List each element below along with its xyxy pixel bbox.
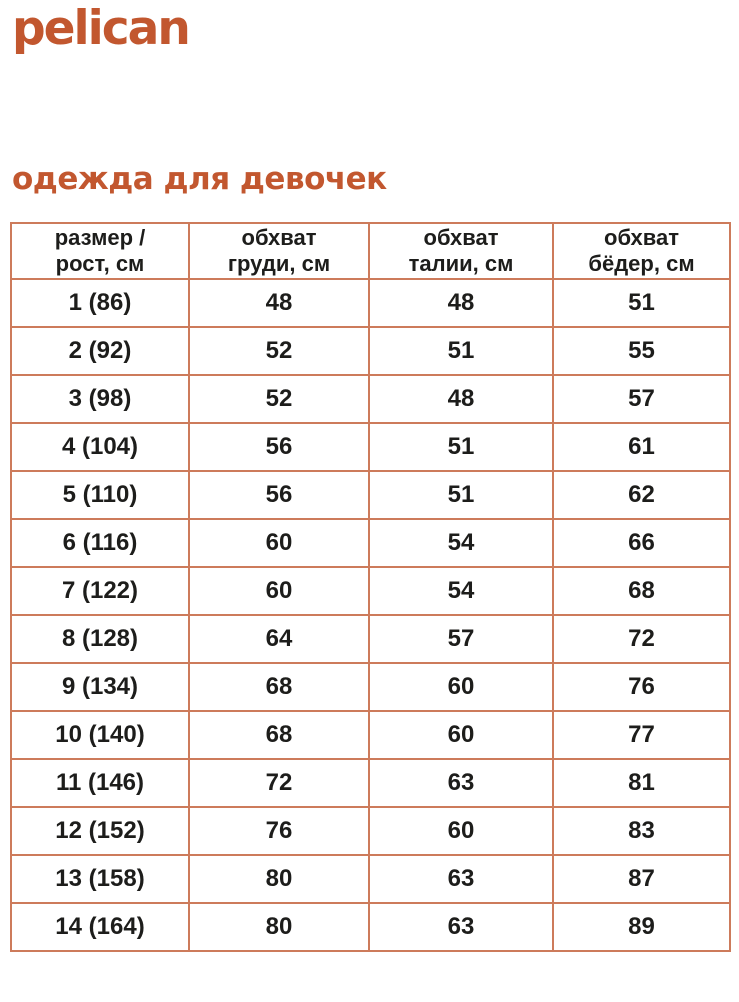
hips-cell: 55 [552,326,731,377]
size-cell: 6 (116) [10,518,190,569]
table-row: 2 (92) 52 51 55 [10,326,731,377]
waist-cell: 54 [368,566,554,617]
size-cell: 8 (128) [10,614,190,665]
brand-logo: pelican [12,1,191,56]
column-header-waist: обхват талии, см [368,222,554,281]
hips-cell: 61 [552,422,731,473]
chest-cell: 76 [188,806,370,857]
chest-cell: 56 [188,422,370,473]
size-cell: 9 (134) [10,662,190,713]
table-row: 9 (134) 68 60 76 [10,662,731,713]
waist-cell: 60 [368,806,554,857]
waist-cell: 48 [368,278,554,329]
chest-cell: 68 [188,710,370,761]
size-cell: 13 (158) [10,854,190,905]
table-row: 5 (110) 56 51 62 [10,470,731,521]
waist-cell: 57 [368,614,554,665]
table-row: 4 (104) 56 51 61 [10,422,731,473]
chest-cell: 52 [188,326,370,377]
chest-cell: 80 [188,854,370,905]
chest-cell: 80 [188,902,370,953]
waist-cell: 63 [368,854,554,905]
chest-cell: 64 [188,614,370,665]
table-row: 10 (140) 68 60 77 [10,710,731,761]
header-row: размер / рост, см обхват груди, см обхва… [10,222,731,281]
size-cell: 2 (92) [10,326,190,377]
table-row: 7 (122) 60 54 68 [10,566,731,617]
size-cell: 3 (98) [10,374,190,425]
waist-cell: 60 [368,710,554,761]
size-cell: 5 (110) [10,470,190,521]
page-title: одежда для девочек [12,161,387,198]
waist-cell: 63 [368,758,554,809]
table-row: 14 (164) 80 63 89 [10,902,731,953]
chest-cell: 56 [188,470,370,521]
table-row: 6 (116) 60 54 66 [10,518,731,569]
hips-cell: 51 [552,278,731,329]
size-cell: 4 (104) [10,422,190,473]
table-header: размер / рост, см обхват груди, см обхва… [10,222,731,281]
size-cell: 10 (140) [10,710,190,761]
chest-cell: 72 [188,758,370,809]
waist-cell: 51 [368,326,554,377]
hips-cell: 87 [552,854,731,905]
table-row: 8 (128) 64 57 72 [10,614,731,665]
hips-cell: 76 [552,662,731,713]
column-header-hips: обхват бёдер, см [552,222,731,281]
chest-cell: 48 [188,278,370,329]
chest-cell: 52 [188,374,370,425]
hips-cell: 68 [552,566,731,617]
hips-cell: 89 [552,902,731,953]
size-cell: 12 (152) [10,806,190,857]
chest-cell: 60 [188,566,370,617]
waist-cell: 54 [368,518,554,569]
table-row: 13 (158) 80 63 87 [10,854,731,905]
chest-cell: 68 [188,662,370,713]
table-row: 12 (152) 76 60 83 [10,806,731,857]
size-chart-table: размер / рост, см обхват груди, см обхва… [10,222,731,953]
table-row: 3 (98) 52 48 57 [10,374,731,425]
waist-cell: 51 [368,422,554,473]
hips-cell: 72 [552,614,731,665]
chest-cell: 60 [188,518,370,569]
hips-cell: 57 [552,374,731,425]
waist-cell: 60 [368,662,554,713]
column-header-chest: обхват груди, см [188,222,370,281]
hips-cell: 77 [552,710,731,761]
table-row: 11 (146) 72 63 81 [10,758,731,809]
hips-cell: 66 [552,518,731,569]
hips-cell: 81 [552,758,731,809]
size-cell: 7 (122) [10,566,190,617]
waist-cell: 63 [368,902,554,953]
hips-cell: 83 [552,806,731,857]
column-header-size: размер / рост, см [10,222,190,281]
size-cell: 14 (164) [10,902,190,953]
size-cell: 1 (86) [10,278,190,329]
table-row: 1 (86) 48 48 51 [10,278,731,329]
size-cell: 11 (146) [10,758,190,809]
table-body: 1 (86) 48 48 51 2 (92) 52 51 55 3 (98) 52 48 57 4 (1… [10,278,731,953]
hips-cell: 62 [552,470,731,521]
waist-cell: 48 [368,374,554,425]
waist-cell: 51 [368,470,554,521]
